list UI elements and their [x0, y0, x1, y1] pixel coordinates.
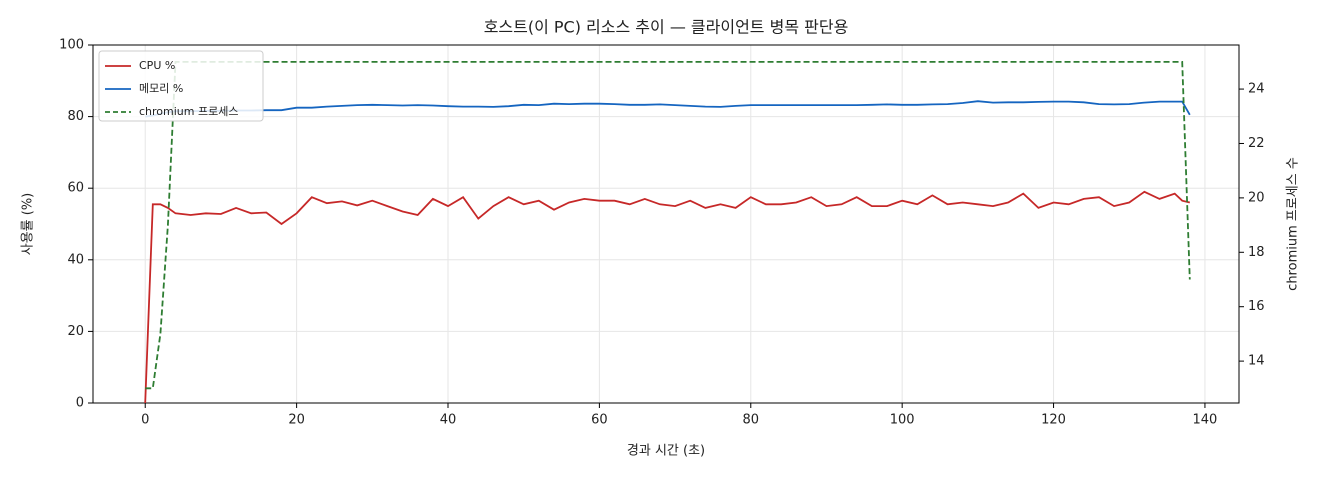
y-tick-label: 60: [67, 181, 84, 196]
legend-label: chromium 프로세스: [139, 105, 238, 118]
series-line: [144, 190, 1191, 404]
plot-frame: [92, 44, 1240, 404]
x-tick-label: 20: [288, 413, 305, 428]
y2-tick-label: 14: [1248, 354, 1265, 369]
chart-title: 호스트(이 PC) 리소스 추이 — 클라이언트 병목 판단용: [484, 18, 849, 37]
legend-box: [98, 50, 264, 122]
series-line: [145, 61, 1191, 390]
legend-label: 메모리 %: [139, 82, 183, 95]
y2-tick-label: 22: [1248, 136, 1265, 151]
y2-axis-label: chromium 프로세스 수: [1286, 157, 1301, 291]
x-tick-label: 100: [890, 413, 915, 428]
y-tick-label: 100: [59, 38, 84, 53]
x-tick-label: 40: [440, 413, 457, 428]
x-axis-label: 경과 시간 (초): [627, 444, 705, 459]
series-line: [145, 100, 1191, 118]
y-tick-label: 0: [76, 396, 84, 411]
x-tick-label: 120: [1041, 413, 1066, 428]
x-tick-label: 60: [591, 413, 608, 428]
y-axis-label: 사용률 (%): [21, 193, 36, 256]
x-tick-label: 140: [1193, 413, 1218, 428]
y-tick-label: 80: [67, 109, 84, 124]
y-tick-label: 40: [67, 252, 84, 267]
y2-tick-label: 24: [1248, 82, 1265, 97]
y2-tick-label: 20: [1248, 190, 1265, 205]
legend-label: CPU %: [139, 59, 175, 72]
x-tick-label: 0: [141, 413, 149, 428]
x-tick-label: 80: [743, 413, 760, 428]
y2-tick-label: 18: [1248, 245, 1265, 260]
y2-tick-label: 16: [1248, 299, 1265, 314]
legend: CPU % 메모리 % chromium 프로세스: [98, 50, 264, 122]
y-tick-label: 20: [67, 324, 84, 339]
